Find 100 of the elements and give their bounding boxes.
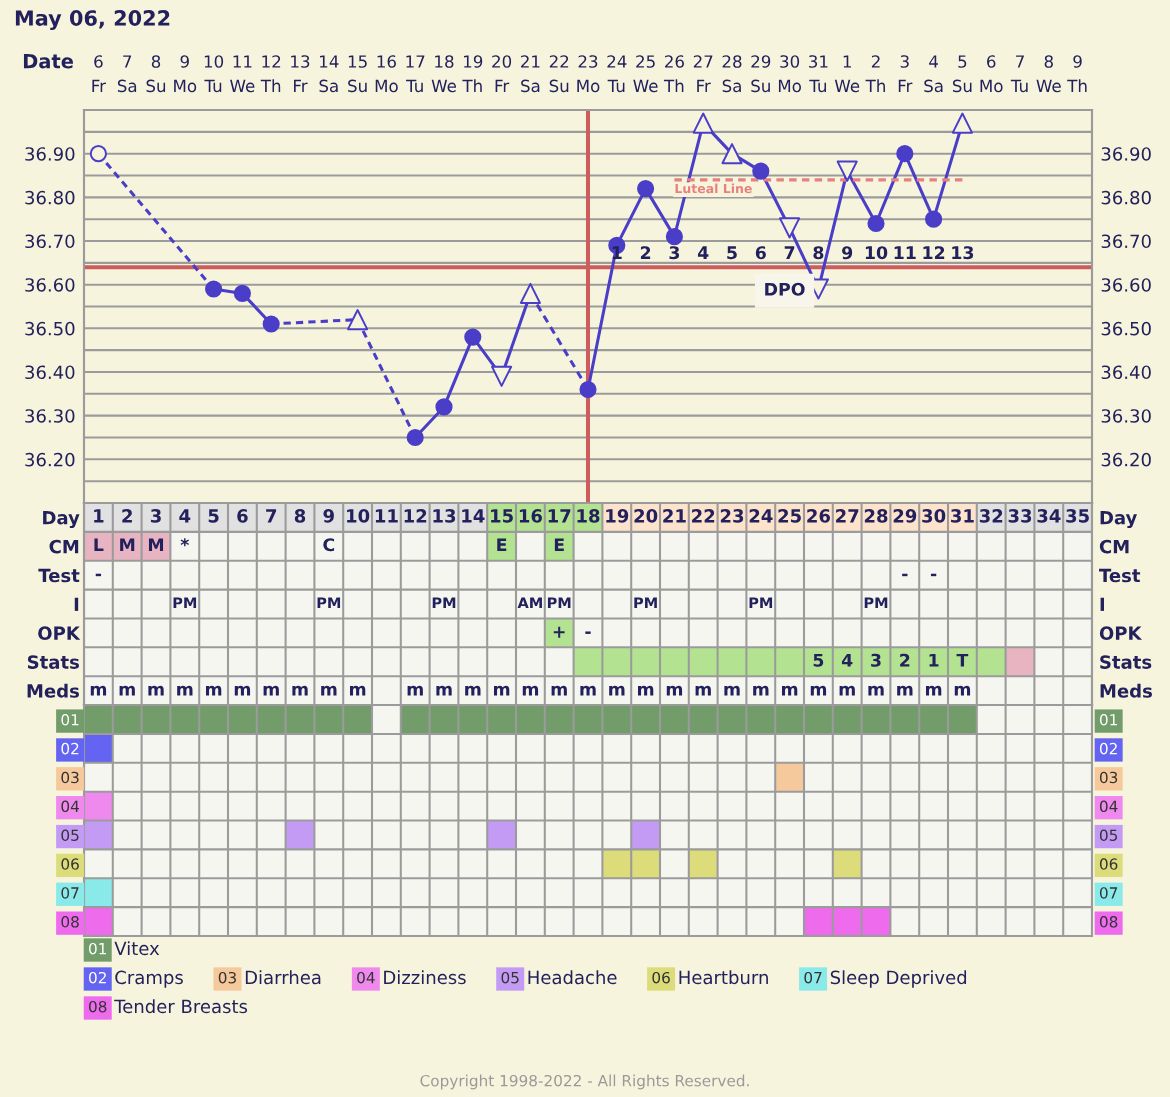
y2-tick-label: 06 bbox=[1099, 858, 1118, 870]
x-tick-label: 21 Sa bbox=[521, 55, 540, 93]
y-tick-label: 01 bbox=[61, 713, 79, 726]
x-tick-label: 35 bbox=[1066, 509, 1089, 523]
text: m bbox=[522, 685, 539, 696]
legend-label: Headache bbox=[528, 970, 617, 985]
y2-tick-label: 04 bbox=[1099, 800, 1118, 813]
y2-tick-label: 05 bbox=[1099, 829, 1118, 841]
point bbox=[867, 214, 885, 233]
text: M bbox=[148, 538, 164, 552]
y2-tick-label: 03 bbox=[1099, 771, 1118, 784]
x-tick-label: 20 bbox=[634, 509, 658, 523]
y-tick-label: Test bbox=[38, 568, 80, 583]
point bbox=[435, 398, 453, 416]
text: m bbox=[897, 685, 913, 696]
x-tick-label: 15 Su bbox=[348, 55, 367, 93]
x-tick-label: 24 Tu bbox=[607, 55, 627, 93]
y-tick-label: OPK bbox=[38, 626, 81, 641]
annotation: 3 bbox=[669, 246, 680, 260]
x-tick-label: 26 bbox=[807, 509, 830, 523]
text: m bbox=[810, 685, 827, 696]
x-tick-label: 15 bbox=[491, 509, 513, 523]
text: m bbox=[724, 685, 740, 696]
text: m bbox=[839, 685, 855, 696]
point bbox=[347, 309, 369, 331]
y-tick-label: 03 bbox=[61, 771, 79, 784]
y2-tick-label: 36.30 bbox=[1101, 409, 1151, 423]
text: PM bbox=[173, 597, 197, 609]
text: m bbox=[350, 685, 366, 696]
x-tick-label: 14 Sa bbox=[319, 55, 339, 93]
x-tick-label: 27 Fr bbox=[693, 55, 713, 92]
legend-label: Tender Breasts bbox=[114, 999, 248, 1014]
text: 4 bbox=[841, 653, 853, 667]
y2-tick-label: I bbox=[1100, 597, 1104, 611]
x-tick-label: 20 Fr bbox=[492, 55, 512, 92]
point bbox=[519, 282, 541, 304]
x-tick-label: 17 Tu bbox=[406, 55, 425, 93]
legend-label: Dizziness bbox=[384, 970, 466, 985]
x-tick-label: 2 Th bbox=[865, 55, 885, 92]
text: m bbox=[580, 685, 596, 696]
text: m bbox=[868, 685, 884, 696]
y2-tick-label: 36.80 bbox=[1101, 190, 1151, 205]
x-tick-label: 29 bbox=[893, 509, 917, 523]
x-tick-label: 22 Su bbox=[549, 55, 569, 93]
point bbox=[665, 228, 683, 246]
point bbox=[752, 162, 770, 180]
text: E bbox=[497, 538, 507, 552]
x-tick-label: 23 bbox=[720, 509, 744, 523]
x-tick-label: 32 bbox=[979, 509, 1003, 523]
y2-tick-label: 36.40 bbox=[1101, 365, 1151, 380]
y2-tick-label: 36.20 bbox=[1101, 452, 1151, 467]
x-tick-label: 13 bbox=[433, 509, 456, 523]
text: m bbox=[465, 685, 481, 696]
series-label: Luteal Line bbox=[675, 183, 752, 194]
point bbox=[721, 143, 743, 165]
y-tick-label: 36.40 bbox=[25, 365, 75, 380]
x-tick-label: 29 Su bbox=[751, 55, 771, 93]
y-tick-label: 36.70 bbox=[25, 234, 75, 249]
text: m bbox=[782, 685, 798, 696]
x-tick-label: 30 Mo bbox=[778, 55, 801, 93]
y2-tick-label: Day bbox=[1100, 511, 1137, 529]
text: m bbox=[206, 685, 222, 696]
legend-label: Sleep Deprived bbox=[830, 970, 967, 988]
y2-tick-label: OPK bbox=[1099, 626, 1143, 641]
text: M bbox=[120, 538, 135, 552]
y2-tick-label: 02 bbox=[1099, 742, 1117, 755]
text: PM bbox=[749, 597, 773, 609]
text: 5 bbox=[813, 653, 824, 667]
text: m bbox=[119, 685, 135, 696]
x-tick-label: 3 bbox=[150, 509, 161, 523]
text: AM bbox=[517, 597, 542, 609]
point bbox=[491, 365, 513, 387]
text: m bbox=[954, 685, 971, 696]
text: m bbox=[695, 685, 711, 696]
x-tick-label: 12 Th bbox=[260, 55, 281, 92]
y-tick-label: 05 bbox=[61, 829, 79, 841]
text: - bbox=[95, 573, 102, 577]
point bbox=[579, 380, 597, 399]
text: PM bbox=[634, 597, 657, 609]
point bbox=[262, 315, 280, 333]
text: m bbox=[551, 685, 567, 696]
x-tick-label: 4 Sa bbox=[924, 55, 943, 93]
point bbox=[205, 280, 223, 298]
y2-tick-label: 01 bbox=[1099, 713, 1117, 726]
legend-label: Cramps bbox=[115, 970, 183, 988]
x-tick-label: 9 Mo bbox=[174, 55, 197, 93]
text: m bbox=[436, 685, 452, 696]
text: T bbox=[956, 653, 969, 667]
x-tick-label: 14 bbox=[462, 509, 485, 523]
annotation: 12 bbox=[923, 246, 945, 260]
y-tick-label: Stats bbox=[27, 655, 79, 669]
text: 1 bbox=[929, 653, 939, 667]
text: PM bbox=[864, 597, 888, 609]
text: L bbox=[94, 538, 104, 552]
y2-tick-label: Stats bbox=[1100, 655, 1152, 669]
text: m bbox=[407, 685, 423, 696]
category-label: 02 bbox=[89, 971, 106, 984]
legend-label: Heartburn bbox=[679, 970, 768, 985]
point bbox=[406, 428, 424, 447]
y-tick-label: 36.20 bbox=[25, 452, 75, 467]
